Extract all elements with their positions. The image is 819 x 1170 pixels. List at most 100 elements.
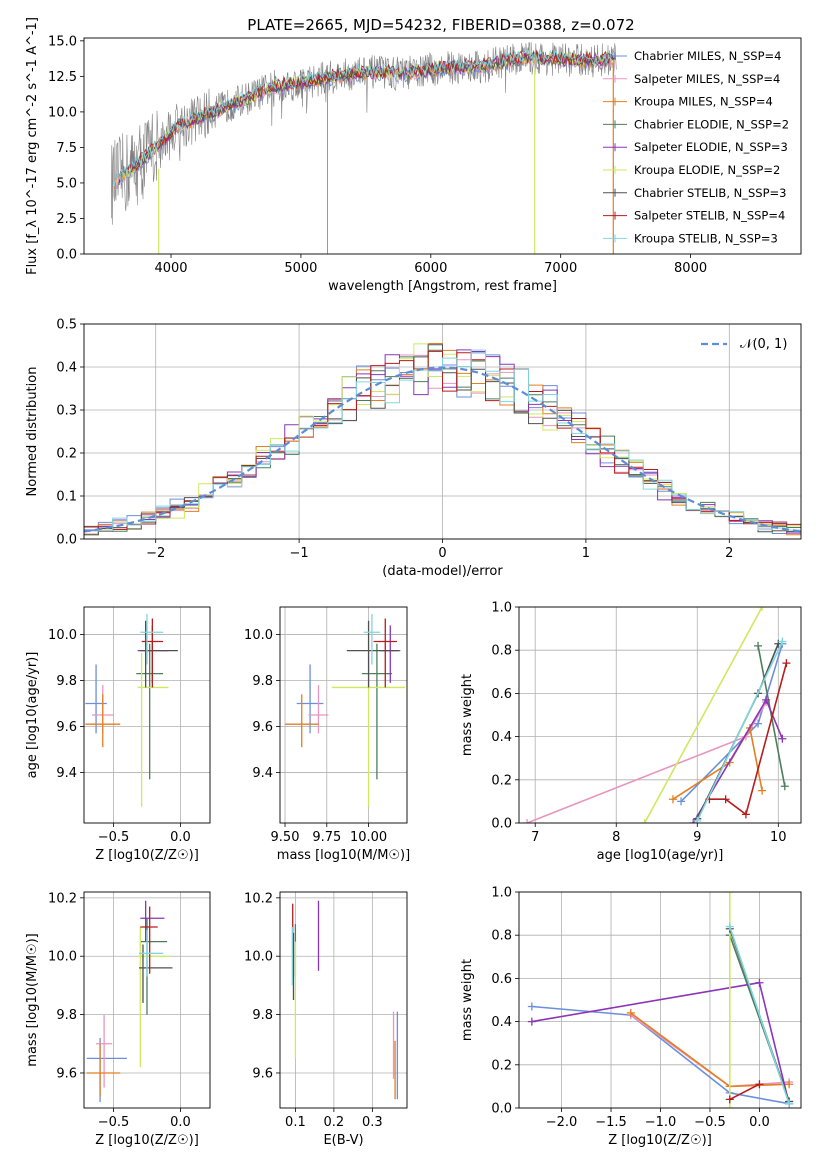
- massweight-marker: [754, 641, 763, 650]
- mass-vs-Z-xtick-label: 0.0: [170, 1115, 191, 1130]
- mass-vs-EBV-ytick-label: 9.8: [252, 1008, 273, 1023]
- mass-vs-Z-ytick-label: 9.8: [56, 1008, 77, 1023]
- massweight-vs-Z-ylabel: mass weight: [460, 959, 475, 1041]
- residuals-ytick-label: 0.2: [56, 447, 77, 462]
- mass-vs-EBV-marks: [291, 900, 399, 1100]
- spectrum-xtick-label: 8000: [674, 261, 707, 276]
- legend-entry: Chabrier STELIB, N_SSP=3: [634, 186, 786, 200]
- massweight-marker: [527, 1017, 536, 1026]
- residuals-ylabel: Normed distribution: [25, 367, 40, 497]
- residuals-frame: [83, 323, 802, 540]
- spectrum-observed-line: [111, 41, 617, 225]
- age-vs-Z-ytick-label: 9.4: [56, 766, 77, 781]
- spectrum-ytick-label: 12.5: [48, 70, 77, 85]
- massweight-vs-Z-xtick-label: −0.5: [694, 1115, 726, 1130]
- age-vs-mass-ytick-label: 9.6: [252, 720, 273, 735]
- massweight-vs-Z-frame: [518, 891, 802, 1109]
- mass-vs-EBV-ytick-label: 9.6: [252, 1066, 273, 1081]
- spectrum-ytick-label: 0.0: [56, 248, 77, 263]
- residuals-ytick-label: 0.1: [56, 490, 77, 505]
- legend-entry: 𝒩(0, 1): [740, 337, 787, 352]
- mass-vs-Z-xlabel: Z [log10(Z/Z☉)]: [95, 1133, 199, 1148]
- massweight-marker: [725, 1104, 734, 1108]
- massweight-marker: [725, 1095, 734, 1104]
- age-vs-mass-ytick-label: 10.0: [244, 628, 273, 643]
- mass-vs-EBV-xtick-label: 0.3: [362, 1115, 383, 1130]
- massweight-vs-Z-ytick-label: 0.8: [491, 929, 512, 944]
- massweight-vs-Z-ytick-label: 0.0: [491, 1102, 512, 1117]
- mass-vs-EBV-frame: [279, 891, 408, 1109]
- massweight-marker: [527, 1002, 536, 1011]
- spectrum-xtick-label: 6000: [414, 261, 447, 276]
- massweight-vs-age-ytick-label: 0.8: [491, 644, 512, 659]
- mass-vs-EBV-ytick-label: 10.0: [244, 950, 273, 965]
- massweight-vs-Z-marks: [527, 892, 794, 1108]
- massweight-marker: [725, 922, 734, 931]
- legend-entry: Kroupa ELODIE, N_SSP=2: [634, 163, 780, 177]
- residuals-marks: [84, 343, 801, 536]
- massweight-line: [729, 1083, 760, 1101]
- age-vs-Z-ylabel: age [log10(age/yr)]: [25, 652, 40, 779]
- massweight-vs-age-xtick-label: 8: [612, 830, 620, 845]
- massweight-marker: [725, 892, 734, 896]
- mass-vs-Z-frame: [83, 891, 211, 1109]
- massweight-vs-Z-ytick-label: 0.4: [491, 1015, 512, 1030]
- spectrum-xtick-label: 4000: [154, 261, 187, 276]
- spectrum-ytick-label: 5.0: [56, 176, 77, 191]
- spectrum-ylabel: Flux [f_λ 10^-17 erg cm^-2 s^-1 A^-1]: [25, 17, 40, 275]
- residuals-xtick-label: 2: [725, 546, 733, 561]
- massweight-vs-Z-xtick-label: −1.5: [595, 1115, 627, 1130]
- age-vs-mass-ytick-label: 9.8: [252, 674, 273, 689]
- mass-vs-Z-ytick-label: 9.6: [56, 1066, 77, 1081]
- spectrum-xtick-label: 5000: [284, 261, 317, 276]
- massweight-vs-age-xtick-label: 7: [531, 830, 539, 845]
- legend-entry: Salpeter ELODIE, N_SSP=3: [634, 140, 788, 154]
- residuals-ytick-label: 0.0: [56, 533, 77, 548]
- residuals-ytick-label: 0.5: [56, 318, 77, 333]
- spectrum-ytick-label: 10.0: [48, 105, 77, 120]
- spectrum-model-line: [113, 48, 615, 187]
- massweight-line: [696, 643, 780, 820]
- massweight-vs-Z-ytick-label: 0.2: [491, 1058, 512, 1073]
- age-vs-Z-axes: −0.5 0.0 9.4 9.6 9.8 10.0 Z [log10(Z/Z☉)] age […: [25, 607, 210, 863]
- massweight-vs-age-marks: [523, 607, 791, 823]
- age-vs-mass-xtick-label: 9.75: [312, 830, 341, 845]
- massweight-marker: [640, 819, 649, 823]
- legend-entry: Chabrier MILES, N_SSP=4: [634, 49, 781, 63]
- mass-vs-EBV-xlabel: E(B-V): [323, 1133, 363, 1148]
- massweight-marker: [689, 819, 698, 823]
- spectrum-frame: [83, 37, 802, 255]
- mass-vs-Z-marks: [86, 900, 173, 1103]
- spectrum-ytick-label: 2.5: [56, 212, 77, 227]
- massweight-line: [709, 662, 788, 816]
- residuals-xtick-label: 0: [438, 546, 446, 561]
- age-vs-mass-xtick-label: 9.50: [271, 830, 300, 845]
- residuals-ytick-label: 0.3: [56, 404, 77, 419]
- massweight-marker: [677, 797, 686, 806]
- mass-vs-Z-ytick-label: 10.2: [48, 891, 77, 906]
- massweight-marker: [693, 816, 702, 823]
- mass-vs-EBV-xtick-label: 0.2: [324, 1115, 345, 1130]
- massweight-line: [680, 643, 784, 802]
- massweight-vs-age-xlabel: age [log10(age/yr)]: [597, 848, 724, 863]
- massweight-line: [729, 926, 790, 1104]
- massweight-marker: [785, 1080, 794, 1089]
- massweight-vs-age-ytick-label: 1.0: [491, 601, 512, 616]
- age-vs-Z-ytick-label: 9.8: [56, 674, 77, 689]
- residuals-xtick-label: −2: [146, 546, 165, 561]
- age-vs-mass-marks: [285, 613, 406, 807]
- massweight-vs-age-ytick-label: 0.0: [491, 817, 512, 832]
- spectrum-marks: [111, 41, 617, 254]
- age-vs-Z-ytick-label: 10.0: [48, 628, 77, 643]
- massweight-marker: [741, 810, 750, 819]
- massweight-line: [643, 607, 763, 823]
- age-vs-mass-xtick-label: 10.00: [350, 830, 387, 845]
- massweight-vs-age-ytick-label: 0.4: [491, 730, 512, 745]
- massweight-vs-age-frame: [518, 606, 802, 824]
- massweight-vs-age-ytick-label: 0.2: [491, 773, 512, 788]
- spectrum-xlabel: wavelength [Angstrom, rest frame]: [328, 279, 557, 294]
- age-vs-Z-xtick-label: −0.5: [98, 830, 130, 845]
- figure-title: PLATE=2665, MJD=54232, FIBERID=0388, z=0…: [247, 16, 634, 34]
- age-vs-Z-xtick-label: 0.0: [170, 830, 191, 845]
